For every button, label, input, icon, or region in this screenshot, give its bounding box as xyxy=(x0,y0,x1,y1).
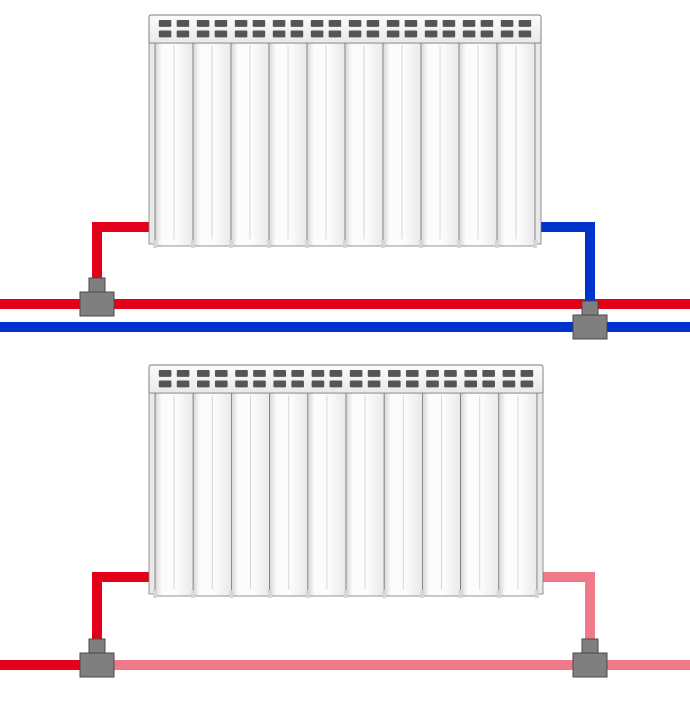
two-pipe-diagram xyxy=(0,15,690,339)
tee-connector xyxy=(80,639,114,677)
radiator xyxy=(149,365,543,598)
main-pipe xyxy=(114,660,573,670)
tee-connector xyxy=(573,639,607,677)
heating-diagram xyxy=(0,0,690,707)
tee-connector xyxy=(80,278,114,316)
one-pipe-diagram xyxy=(0,365,690,677)
radiator xyxy=(149,15,541,248)
